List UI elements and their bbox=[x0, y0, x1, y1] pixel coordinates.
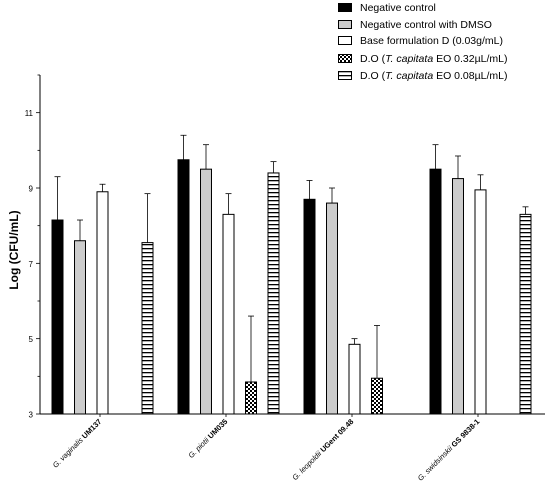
bars bbox=[51, 159, 532, 415]
bar-series-3-cat-1 bbox=[245, 381, 257, 415]
x-tick-label: G. leopoldii UGent 09.48 bbox=[290, 417, 355, 482]
bar-series-4-cat-1 bbox=[267, 172, 280, 415]
error-bar-series-3-cat-1 bbox=[248, 315, 254, 382]
x-tick-labels: G. vaginalis UM137 G. piotii UM035 G. leop… bbox=[51, 417, 482, 483]
error-bar-series-1-cat-1 bbox=[203, 144, 209, 170]
error-bars bbox=[54, 134, 529, 382]
x-tick-label: G. piotii UM035 bbox=[186, 417, 229, 460]
error-bar-series-2-cat-0 bbox=[99, 183, 106, 192]
legend-label: D.O (T. capitata EO 0.32µL/mL) bbox=[360, 53, 508, 65]
y-tick-label: 5 bbox=[29, 335, 34, 344]
bar-series-4-cat-0 bbox=[141, 242, 154, 415]
bar-series-1-cat-3 bbox=[452, 178, 464, 415]
error-bar-series-4-cat-3 bbox=[522, 206, 529, 215]
bar-series-0-cat-2 bbox=[303, 198, 316, 415]
y-tick-label: 3 bbox=[29, 411, 34, 420]
legend-label: D.O (T. capitata EO 0.08µL/mL) bbox=[360, 70, 508, 82]
legend-label: Negative control bbox=[360, 2, 436, 14]
bar-series-2-cat-1 bbox=[222, 213, 235, 415]
y-tick-label: 7 bbox=[29, 260, 34, 269]
bar-series-4-cat-3 bbox=[519, 213, 532, 415]
error-bar-series-1-cat-2 bbox=[329, 187, 335, 204]
error-bar-series-1-cat-3 bbox=[455, 155, 461, 179]
bar-series-2-cat-3 bbox=[474, 189, 487, 415]
error-bar-series-1-cat-0 bbox=[77, 219, 83, 241]
legend-swatch-hlines bbox=[338, 71, 352, 80]
bar-series-2-cat-2 bbox=[348, 343, 361, 415]
legend-swatch-base-formulation bbox=[338, 36, 352, 45]
bar-series-2-cat-0 bbox=[96, 191, 109, 415]
y-axis-title: Log (CFU/mL) bbox=[7, 210, 21, 289]
bar-series-3-cat-2 bbox=[371, 377, 383, 415]
bar-series-0-cat-1 bbox=[177, 159, 190, 415]
axes: 3 5 7 9 11 bbox=[25, 74, 545, 420]
bar-series-1-cat-1 bbox=[200, 168, 212, 415]
error-bar-series-4-cat-0 bbox=[144, 193, 151, 243]
legend-label: Base formulation D (0.03g/mL) bbox=[360, 35, 503, 47]
x-tick-label: G. swidsinskii GS 9838-1 bbox=[416, 417, 482, 483]
error-bar-series-2-cat-3 bbox=[477, 174, 484, 190]
bar-series-1-cat-0 bbox=[74, 240, 86, 415]
legend-swatch-checker bbox=[338, 54, 352, 63]
error-bar-series-3-cat-2 bbox=[374, 325, 380, 379]
error-bar-series-2-cat-1 bbox=[225, 193, 232, 215]
y-tick-label: 11 bbox=[25, 109, 34, 118]
legend-label: Negative control with DMSO bbox=[360, 19, 492, 31]
bar-series-0-cat-0 bbox=[51, 219, 64, 415]
legend-swatch-negative-control bbox=[338, 3, 352, 12]
error-bar-series-0-cat-1 bbox=[180, 134, 187, 160]
x-tick-label: G. vaginalis UM137 bbox=[51, 417, 104, 470]
error-bar-series-0-cat-3 bbox=[432, 144, 439, 170]
bar-series-0-cat-3 bbox=[429, 168, 442, 415]
error-bar-series-0-cat-2 bbox=[306, 180, 313, 200]
error-bar-series-4-cat-1 bbox=[270, 161, 277, 173]
error-bar-series-0-cat-0 bbox=[54, 176, 61, 221]
y-tick-label: 9 bbox=[29, 185, 34, 194]
error-bar-series-2-cat-2 bbox=[351, 338, 358, 345]
bar-series-1-cat-2 bbox=[326, 202, 338, 415]
legend-swatch-dmso bbox=[338, 20, 352, 29]
